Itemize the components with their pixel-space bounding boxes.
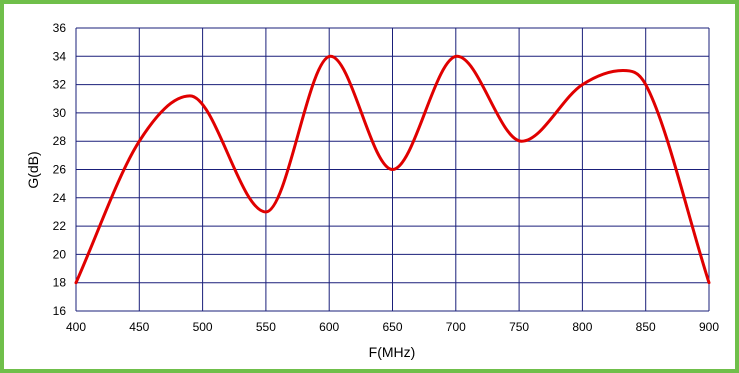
x-tick-label: 600 (319, 320, 339, 334)
y-tick-label: 36 (53, 21, 67, 35)
y-tick-label: 18 (53, 276, 67, 290)
y-tick-label: 34 (53, 49, 67, 63)
x-tick-label: 550 (256, 320, 276, 334)
y-tick-label: 30 (53, 106, 67, 120)
x-tick-label: 900 (699, 320, 719, 334)
x-tick-label: 650 (382, 320, 402, 334)
x-tick-label: 850 (636, 320, 656, 334)
y-tick-label: 24 (53, 191, 67, 205)
y-tick-label: 32 (53, 78, 67, 92)
x-tick-label: 500 (193, 320, 213, 334)
y-tick-label: 28 (53, 134, 67, 148)
x-tick-label: 700 (446, 320, 466, 334)
series-line (74, 54, 711, 285)
y-axis-title: G(dB) (25, 151, 41, 188)
y-tick-label: 20 (53, 247, 67, 261)
x-tick-label: 400 (66, 320, 86, 334)
grid (75, 27, 710, 312)
x-tick-label: 750 (509, 320, 529, 334)
y-tick-label: 22 (53, 219, 67, 233)
x-tick-label: 800 (572, 320, 592, 334)
y-tick-label: 16 (53, 304, 67, 318)
y-tick-label: 26 (53, 163, 67, 177)
x-tick-label: 450 (129, 320, 149, 334)
tick-labels: 400 450 500 550 600 650 700 750 800 850 900 16 18 20 2… (53, 21, 720, 334)
x-axis-title: F(MHz) (369, 344, 416, 360)
